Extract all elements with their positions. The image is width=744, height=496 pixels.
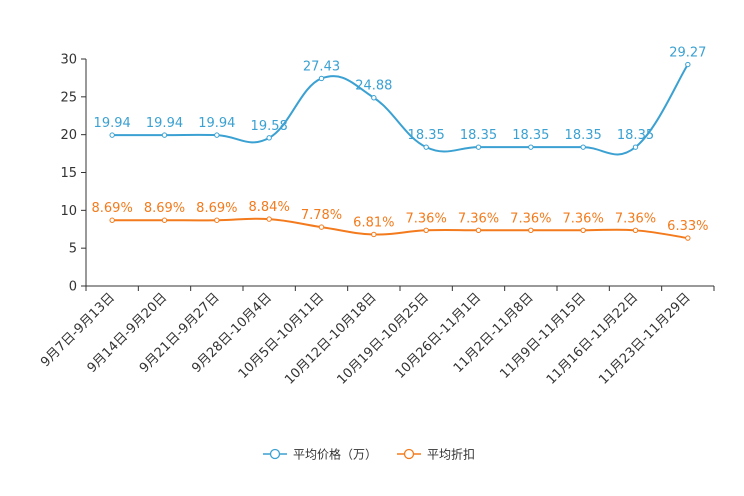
data-label: 18.35 bbox=[565, 128, 602, 143]
data-point bbox=[632, 144, 639, 150]
data-point bbox=[685, 235, 691, 241]
y-tick-label: 0 bbox=[69, 280, 77, 295]
data-label: 6.81% bbox=[353, 215, 394, 230]
data-point bbox=[109, 217, 115, 223]
y-tick-label: 10 bbox=[60, 204, 77, 219]
data-label: 18.35 bbox=[460, 128, 497, 143]
data-label: 27.43 bbox=[303, 59, 340, 74]
data-label: 19.94 bbox=[94, 116, 131, 131]
data-point bbox=[371, 95, 377, 101]
x-tick-label: 11月23日-11月29日 bbox=[596, 290, 693, 387]
legend[interactable]: 平均价格（万） 平均折扣 bbox=[263, 447, 475, 462]
data-label: 19.58 bbox=[251, 119, 288, 134]
data-point bbox=[580, 144, 586, 150]
data-label: 18.35 bbox=[617, 128, 654, 143]
series-2: 8.69% 8.69% 8.69% 8.84% 7.78% 6.81% 7.36% 7.36%… bbox=[92, 200, 708, 241]
x-tick-label: 11月16日-11月22日 bbox=[544, 290, 641, 387]
data-point bbox=[161, 132, 168, 138]
data-label: 8.69% bbox=[196, 201, 237, 216]
data-label: 7.36% bbox=[510, 211, 551, 226]
data-label: 8.84% bbox=[249, 200, 290, 215]
data-point bbox=[528, 144, 534, 150]
data-point bbox=[475, 227, 482, 234]
data-label: 19.94 bbox=[198, 116, 235, 131]
data-point bbox=[318, 75, 325, 82]
data-label: 24.88 bbox=[355, 79, 392, 94]
data-label: 18.35 bbox=[408, 128, 445, 143]
legend-item-2[interactable]: 平均折扣 bbox=[397, 447, 475, 462]
data-label: 8.69% bbox=[144, 201, 185, 216]
x-tick-label: 10月12日-10月18日 bbox=[282, 290, 379, 387]
data-point bbox=[371, 231, 377, 238]
data-point bbox=[266, 216, 272, 222]
legend-marker-icon bbox=[269, 448, 281, 460]
data-point bbox=[475, 144, 482, 150]
data-label: 7.36% bbox=[563, 211, 604, 226]
legend-label: 平均折扣 bbox=[427, 447, 475, 462]
legend-label: 平均价格（万） bbox=[293, 447, 377, 462]
data-label: 7.36% bbox=[615, 211, 656, 226]
data-label: 19.94 bbox=[146, 116, 183, 131]
series-layer: 19.94 19.94 19.94 19.58 27.43 24.88 18.35 18.35… bbox=[92, 46, 708, 241]
data-point bbox=[580, 227, 586, 234]
data-point bbox=[632, 227, 639, 234]
x-tick-label: 10月19日-10月25日 bbox=[335, 290, 432, 387]
data-label: 7.78% bbox=[301, 208, 342, 223]
data-label: 29.27 bbox=[669, 46, 706, 61]
data-point bbox=[423, 144, 429, 150]
data-label: 6.33% bbox=[667, 219, 708, 234]
data-point bbox=[266, 135, 272, 141]
data-point bbox=[214, 132, 220, 138]
legend-item-1[interactable]: 平均价格（万） bbox=[263, 447, 377, 462]
data-label: 18.35 bbox=[512, 128, 549, 143]
data-point bbox=[685, 61, 691, 68]
y-tick-label: 30 bbox=[60, 53, 77, 68]
data-label: 7.36% bbox=[458, 211, 499, 226]
legend-marker-icon bbox=[403, 448, 415, 460]
y-tick-label: 15 bbox=[60, 166, 77, 181]
data-point bbox=[318, 224, 325, 230]
series-line bbox=[112, 217, 688, 240]
data-point bbox=[528, 227, 534, 234]
y-tick-label: 5 bbox=[69, 242, 77, 257]
data-point bbox=[214, 217, 220, 223]
data-label: 7.36% bbox=[406, 211, 447, 226]
data-point bbox=[423, 227, 429, 234]
y-tick-label: 25 bbox=[60, 90, 77, 105]
data-label: 8.69% bbox=[92, 201, 133, 216]
y-tick-label: 20 bbox=[60, 128, 77, 143]
data-point bbox=[109, 132, 115, 138]
data-point bbox=[161, 217, 168, 223]
series-1: 19.94 19.94 19.94 19.58 27.43 24.88 18.35 18.35… bbox=[94, 46, 706, 156]
